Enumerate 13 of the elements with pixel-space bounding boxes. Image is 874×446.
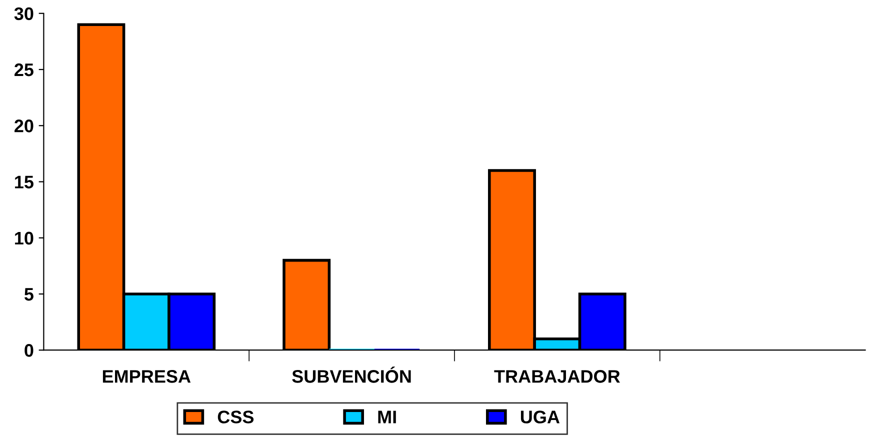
x-tick-label: SUBVENCIÓN	[292, 366, 411, 383]
y-tick-label: 15	[15, 176, 34, 188]
legend-label: UGA	[520, 410, 560, 424]
y-tick-label: 10	[15, 232, 34, 245]
y-tick-label: 5	[24, 288, 34, 301]
y-tick-label: 30	[14, 7, 34, 20]
legend-label: CSS	[218, 410, 254, 424]
y-tick-label: 20	[14, 120, 34, 132]
legend-label: MI	[378, 410, 396, 424]
x-tick-label: EMPRESA	[102, 370, 191, 383]
y-tick-label: 0	[24, 344, 34, 357]
y-tick-label: 25	[14, 63, 34, 76]
x-tick-label: TRABAJADOR	[494, 370, 620, 383]
